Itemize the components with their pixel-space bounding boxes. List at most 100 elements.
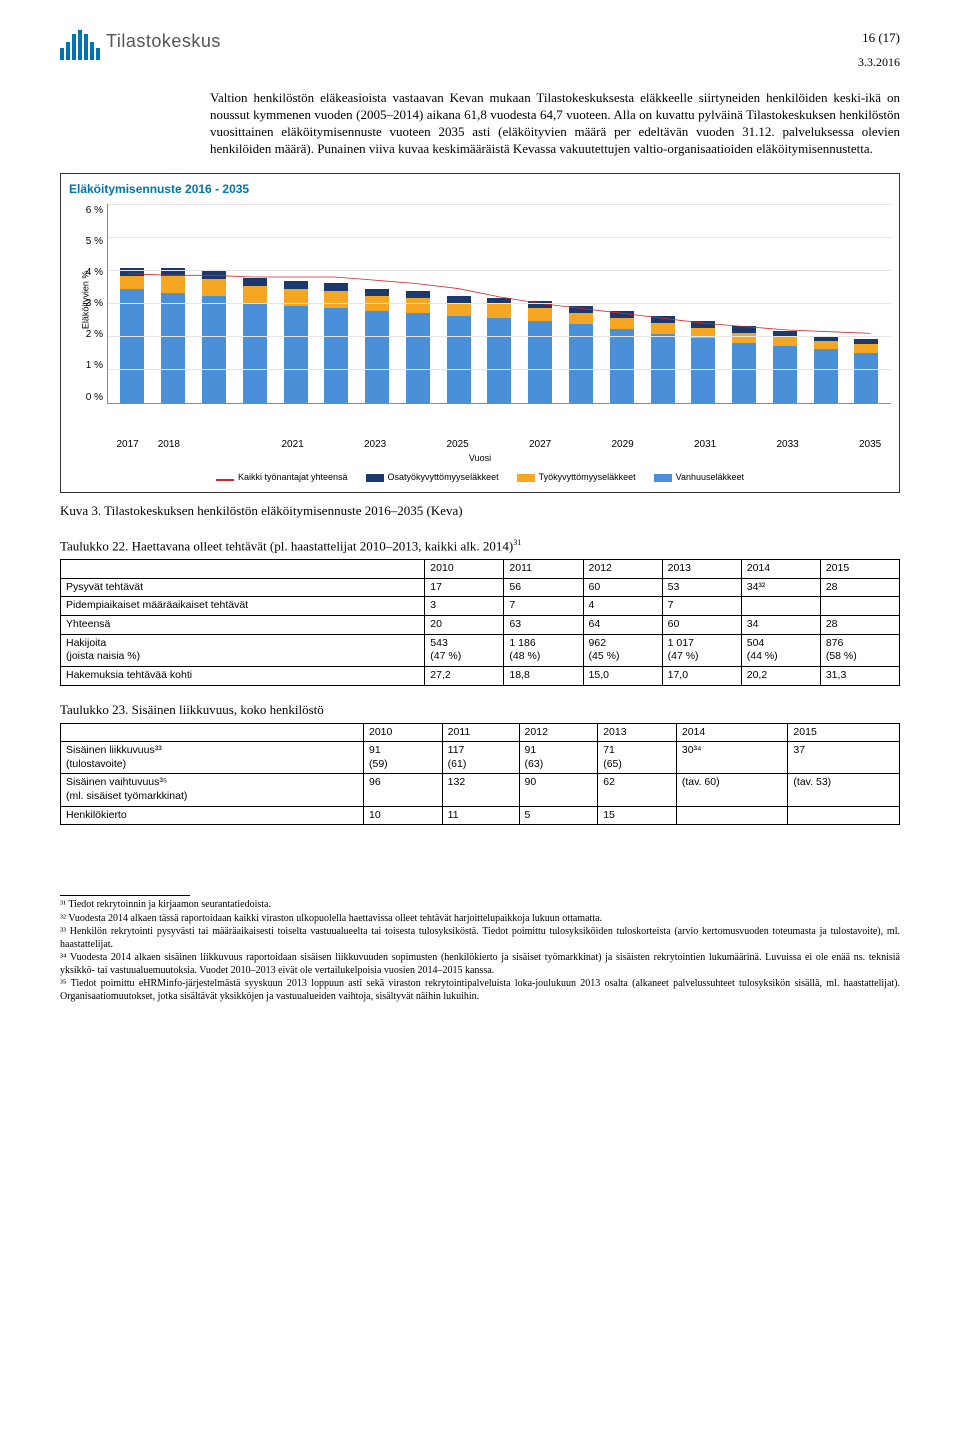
table-row: Hakemuksia tehtävää kohti27,218,815,017,… — [61, 666, 900, 685]
x-tick: 2033 — [776, 438, 800, 451]
table-cell: 132 — [442, 774, 519, 806]
bar-stack — [243, 278, 267, 403]
table-cell: 3 — [425, 597, 504, 616]
legend-label: Kaikki työnantajat yhteensä — [238, 472, 348, 484]
col-header: 2010 — [425, 560, 504, 579]
table-cell: 1 017(47 %) — [662, 634, 741, 666]
table-cell: 63 — [504, 616, 583, 635]
bar-stack — [324, 283, 348, 403]
table-cell: 876(58 %) — [820, 634, 899, 666]
table-cell: 504(44 %) — [741, 634, 820, 666]
bar-stack — [610, 311, 634, 403]
bar-segment — [406, 313, 430, 403]
table-cell: 10 — [364, 806, 443, 825]
bar-segment — [120, 276, 144, 289]
doc-date: 3.3.2016 — [858, 55, 900, 71]
logo-bars-icon — [60, 30, 100, 60]
bar-segment — [487, 304, 511, 317]
table-cell: 7 — [504, 597, 583, 616]
table-cell: 34 — [741, 616, 820, 635]
bar-segment — [161, 268, 185, 276]
col-header: 2011 — [504, 560, 583, 579]
bar-segment — [528, 301, 552, 308]
footnotes: ³¹ Tiedot rekrytoinnin ja kirjaamon seur… — [60, 895, 900, 1003]
bar-segment — [651, 316, 675, 323]
legend-item: Työkyvyttömyyseläkkeet — [517, 472, 636, 484]
bar-segment — [365, 289, 389, 296]
table-cell: 17 — [425, 578, 504, 597]
table22: 201020112012201320142015Pysyvät tehtävät… — [60, 559, 900, 685]
x-tick: 2029 — [611, 438, 635, 451]
bar-stack — [569, 306, 593, 403]
footnote: ³³ Henkilön rekrytointi pysyvästi tai mä… — [60, 926, 900, 951]
col-header: 2012 — [519, 723, 598, 742]
table-row: Pidempiaikaiset määräaikaiset tehtävät37… — [61, 597, 900, 616]
table-cell: 28 — [820, 616, 899, 635]
bar-segment — [284, 306, 308, 403]
bar-segment — [610, 329, 634, 402]
bar-segment — [406, 291, 430, 298]
intro-paragraph: Valtion henkilöstön eläkeasioista vastaa… — [210, 90, 900, 158]
bar-stack — [854, 339, 878, 402]
x-tick — [198, 438, 222, 451]
bar-stack — [365, 289, 389, 402]
legend-item: Kaikki työnantajat yhteensä — [216, 472, 348, 484]
bar-segment — [120, 268, 144, 276]
table-cell — [788, 806, 900, 825]
x-tick — [652, 438, 676, 451]
grid-line — [108, 237, 891, 238]
bar-stack — [487, 298, 511, 403]
footnote: ³² Vuodesta 2014 alkaen tässä raportoida… — [60, 913, 900, 926]
x-tick: 2027 — [528, 438, 552, 451]
col-header — [61, 723, 364, 742]
grid-line — [108, 270, 891, 271]
y-tick: 5 % — [86, 235, 103, 248]
bar-stack — [120, 268, 144, 403]
table-cell: 30³⁴ — [676, 742, 788, 774]
bar-stack — [651, 316, 675, 403]
table-cell: Pysyvät tehtävät — [61, 578, 425, 597]
grid-line — [108, 204, 891, 205]
x-axis-label: Vuosi — [69, 453, 891, 465]
y-tick: 2 % — [86, 328, 103, 341]
table-cell: 60 — [662, 616, 741, 635]
bar-segment — [732, 326, 756, 333]
x-tick — [817, 438, 841, 451]
table-cell: 20,2 — [741, 666, 820, 685]
table-cell: Henkilökierto — [61, 806, 364, 825]
table-cell: 17,0 — [662, 666, 741, 685]
footnote: ³¹ Tiedot rekrytoinnin ja kirjaamon seur… — [60, 899, 900, 912]
col-header: 2014 — [676, 723, 788, 742]
table-cell: (tav. 60) — [676, 774, 788, 806]
y-axis-label: Eläköityvien % — [80, 270, 92, 329]
x-tick: 2023 — [363, 438, 387, 451]
table-cell: Sisäinen liikkuvuus³³(tulostavoite) — [61, 742, 364, 774]
table-cell: 91(63) — [519, 742, 598, 774]
y-tick: 1 % — [86, 359, 103, 372]
table-cell: 15,0 — [583, 666, 662, 685]
col-header: 2010 — [364, 723, 443, 742]
bar-segment — [773, 346, 797, 403]
x-tick — [239, 438, 263, 451]
bar-stack — [161, 268, 185, 403]
table-row: Sisäinen liikkuvuus³³(tulostavoite)91(59… — [61, 742, 900, 774]
table-row: Pysyvät tehtävät1756605334³²28 — [61, 578, 900, 597]
grid-line — [108, 303, 891, 304]
x-tick — [569, 438, 593, 451]
bar-segment — [324, 308, 348, 403]
x-tick: 2017 — [116, 438, 140, 451]
bar-segment — [202, 271, 226, 279]
bar-segment — [732, 343, 756, 403]
bar-segment — [243, 286, 267, 303]
table-cell: 543(47 %) — [425, 634, 504, 666]
table-cell — [820, 597, 899, 616]
table22-title-text: Taulukko 22. Haettavana olleet tehtävät … — [60, 538, 513, 553]
table-cell: 18,8 — [504, 666, 583, 685]
table-cell: 11 — [442, 806, 519, 825]
chart-area: Eläköityvien % 6 %5 %4 %3 %2 %1 %0 % — [69, 204, 891, 434]
x-tick: 2021 — [281, 438, 305, 451]
bar-segment — [284, 281, 308, 289]
table-cell — [676, 806, 788, 825]
table-cell: Hakemuksia tehtävää kohti — [61, 666, 425, 685]
x-tick — [734, 438, 758, 451]
